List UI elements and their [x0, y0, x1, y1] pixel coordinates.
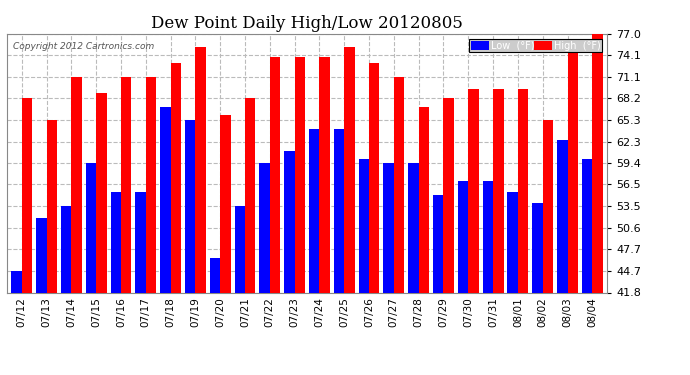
Bar [493, 89, 504, 375]
Bar [220, 115, 230, 375]
Bar [135, 192, 146, 375]
Bar [433, 195, 444, 375]
Bar [532, 203, 543, 375]
Bar [469, 89, 479, 375]
Bar [259, 163, 270, 375]
Bar [384, 163, 394, 375]
Bar [567, 47, 578, 375]
Bar [458, 181, 469, 375]
Bar [11, 271, 22, 375]
Bar [170, 63, 181, 375]
Bar [334, 129, 344, 375]
Bar [419, 107, 429, 375]
Bar [309, 129, 319, 375]
Bar [582, 159, 592, 375]
Bar [369, 63, 380, 375]
Bar [185, 120, 195, 375]
Bar [592, 34, 603, 375]
Bar [195, 47, 206, 375]
Text: Copyright 2012 Cartronics.com: Copyright 2012 Cartronics.com [13, 42, 154, 51]
Bar [36, 217, 47, 375]
Bar [160, 107, 170, 375]
Bar [210, 258, 220, 375]
Bar [245, 98, 255, 375]
Bar [96, 93, 107, 375]
Bar [394, 77, 404, 375]
Bar [319, 57, 330, 375]
Bar [557, 140, 567, 375]
Title: Dew Point Daily High/Low 20120805: Dew Point Daily High/Low 20120805 [151, 15, 463, 32]
Bar [444, 98, 454, 375]
Bar [507, 192, 518, 375]
Bar [61, 207, 71, 375]
Bar [71, 77, 82, 375]
Bar [235, 207, 245, 375]
Bar [22, 98, 32, 375]
Bar [483, 181, 493, 375]
Bar [110, 192, 121, 375]
Bar [359, 159, 369, 375]
Bar [270, 57, 280, 375]
Bar [86, 163, 96, 375]
Bar [344, 47, 355, 375]
Bar [146, 77, 156, 375]
Bar [284, 152, 295, 375]
Legend: Low  (°F), High  (°F): Low (°F), High (°F) [469, 39, 602, 53]
Bar [408, 163, 419, 375]
Bar [518, 89, 529, 375]
Bar [543, 120, 553, 375]
Bar [121, 77, 131, 375]
Bar [47, 120, 57, 375]
Bar [295, 57, 305, 375]
